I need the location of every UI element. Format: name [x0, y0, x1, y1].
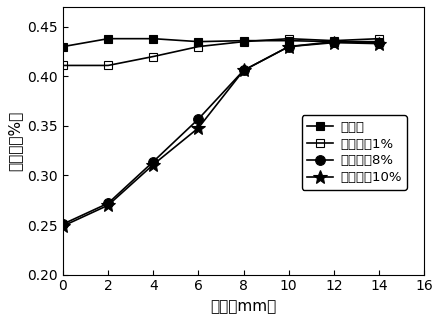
代替比例1% [376, 37, 381, 40]
Line: 代替比例1%: 代替比例1% [59, 34, 383, 70]
对照组 [150, 37, 156, 40]
Legend: 对照组, 代替比例1%, 代替比例8%, 代替比例10%: 对照组, 代替比例1%, 代替比例8%, 代替比例10% [302, 115, 407, 190]
对照组 [376, 40, 381, 44]
代替比例1% [331, 39, 337, 43]
Line: 代替比例8%: 代替比例8% [58, 37, 384, 229]
代替比例1% [196, 45, 201, 48]
代替比例1% [150, 55, 156, 58]
代替比例8% [60, 222, 66, 226]
代替比例1% [241, 40, 246, 44]
代替比例10% [150, 163, 156, 167]
代替比例1% [286, 37, 291, 40]
代替比例8% [106, 201, 111, 205]
对照组 [60, 45, 66, 48]
代替比例8% [241, 68, 246, 72]
对照组 [106, 37, 111, 40]
代替比例1% [106, 64, 111, 67]
对照组 [331, 40, 337, 44]
代替比例8% [331, 40, 337, 44]
代替比例10% [106, 203, 111, 207]
Y-axis label: 孔隙率（%）: 孔隙率（%） [7, 111, 22, 171]
代替比例8% [150, 160, 156, 163]
对照组 [286, 39, 291, 43]
代替比例8% [286, 45, 291, 48]
X-axis label: 深度（mm）: 深度（mm） [210, 299, 277, 314]
对照组 [196, 40, 201, 44]
代替比例10% [60, 224, 66, 228]
代替比例10% [331, 41, 337, 45]
对照组 [241, 39, 246, 43]
代替比例10% [286, 45, 291, 48]
代替比例8% [196, 117, 201, 121]
代替比例1% [60, 64, 66, 67]
Line: 对照组: 对照组 [59, 34, 383, 51]
代替比例8% [376, 41, 381, 45]
代替比例10% [196, 126, 201, 130]
Line: 代替比例10%: 代替比例10% [56, 36, 386, 233]
代替比例10% [376, 42, 381, 46]
代替比例10% [241, 68, 246, 72]
